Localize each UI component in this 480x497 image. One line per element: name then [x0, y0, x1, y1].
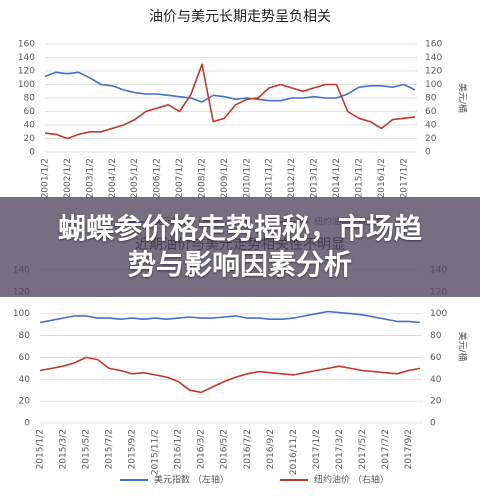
y-tick-label: 120 — [18, 67, 35, 77]
x-tick-label: 2017/1/2 — [399, 158, 409, 198]
series-line — [39, 356, 421, 394]
x-tick-label: 2017/3/2 — [335, 429, 345, 469]
y2-tick-label: 20 — [425, 134, 437, 144]
y2-tick-label: 20 — [430, 397, 442, 407]
y2-tick-label: 80 — [430, 331, 442, 341]
x-tick-label: 2014/1/2 — [332, 158, 342, 198]
x-tick-label: 2008/1/2 — [197, 158, 207, 198]
y2-tick-label: 60 — [425, 107, 437, 117]
x-tick-label: 2003/1/2 — [85, 158, 95, 198]
y-tick-label: 40 — [19, 375, 31, 385]
chart-title: 油价与美元长期走势呈负相关 — [149, 9, 331, 25]
series-line — [39, 310, 421, 324]
y2-tick-label: 80 — [425, 94, 437, 104]
legend-label: 美元指数 （左轴） — [154, 474, 229, 486]
y-tick-label: 60 — [24, 107, 36, 117]
y-tick-label: 0 — [29, 148, 35, 158]
x-tick-label: 2016/5/2 — [220, 429, 230, 469]
x-tick-label: 2010/1/2 — [242, 158, 252, 198]
x-tick-label: 2001/1/2 — [41, 158, 51, 198]
y-tick-label: 40 — [24, 121, 36, 131]
y-tick-label: 100 — [13, 309, 30, 319]
series-line — [44, 63, 416, 140]
y2-tick-label: 120 — [425, 67, 442, 77]
y2-tick-label: 160 — [425, 40, 442, 50]
series-line — [44, 71, 416, 103]
x-tick-label: 2011/1/2 — [265, 158, 275, 198]
x-tick-label: 2017/7/2 — [381, 429, 391, 469]
y2-axis-label: 美元/桶 — [457, 83, 469, 113]
x-tick-label: 2017/5/2 — [358, 429, 368, 469]
y2-tick-label: 40 — [425, 121, 437, 131]
x-tick-label: 2017/1/2 — [312, 429, 322, 469]
x-tick-label: 2016/11/2 — [289, 429, 299, 475]
x-tick-label: 2016/1/2 — [174, 429, 184, 469]
x-tick-label: 2005/1/2 — [130, 158, 140, 198]
y2-tick-label: 40 — [430, 375, 442, 385]
x-tick-label: 2012/1/2 — [287, 158, 297, 198]
x-tick-label: 2004/1/2 — [108, 158, 118, 198]
x-tick-label: 2015/9/2 — [128, 429, 138, 469]
y2-tick-label: 60 — [430, 353, 442, 363]
y2-tick-label: 0 — [430, 419, 436, 429]
y2-tick-label: 0 — [425, 148, 431, 158]
y2-tick-label: 140 — [425, 53, 442, 63]
x-tick-label: 2013/1/2 — [310, 158, 320, 198]
x-tick-label: 2015/3/2 — [59, 429, 69, 469]
title-banner: 蝴蝶参价格走势揭秘，市场趋势与影响因素分析 — [0, 197, 480, 297]
y-tick-label: 100 — [18, 80, 35, 90]
x-tick-label: 2015/5/2 — [82, 429, 92, 469]
x-tick-label: 2016/1/2 — [377, 158, 387, 198]
y-tick-label: 20 — [19, 397, 31, 407]
x-tick-label: 2007/1/2 — [175, 158, 185, 198]
y-tick-label: 80 — [24, 94, 36, 104]
y-tick-label: 20 — [24, 134, 36, 144]
x-tick-label: 2006/1/2 — [153, 158, 163, 198]
x-tick-label: 2016/7/2 — [243, 429, 253, 469]
legend-label: 纽约油价 （右轴） — [314, 474, 389, 486]
x-tick-label: 2015/1/2 — [354, 158, 364, 198]
x-tick-label: 2002/1/2 — [63, 158, 73, 198]
y-tick-label: 140 — [18, 53, 35, 63]
y2-tick-label: 100 — [425, 80, 442, 90]
x-tick-label: 2015/1/2 — [36, 429, 46, 469]
x-tick-label: 2009/1/2 — [220, 158, 230, 198]
y-tick-label: 80 — [19, 331, 31, 341]
x-tick-label: 2017/9/2 — [404, 429, 414, 469]
x-tick-label: 2016/9/2 — [266, 429, 276, 469]
x-tick-label: 2015/7/2 — [105, 429, 115, 469]
y-tick-label: 0 — [24, 419, 30, 429]
overlay-title: 蝴蝶参价格走势揭秘，市场趋势与影响因素分析 — [57, 212, 422, 281]
y-tick-label: 60 — [19, 353, 31, 363]
y-tick-label: 160 — [18, 40, 35, 50]
y2-tick-label: 100 — [430, 309, 447, 319]
x-tick-label: 2015/11/2 — [151, 429, 161, 475]
x-tick-label: 2016/3/2 — [197, 429, 207, 469]
y2-axis-label: 美元/桶 — [457, 331, 469, 361]
